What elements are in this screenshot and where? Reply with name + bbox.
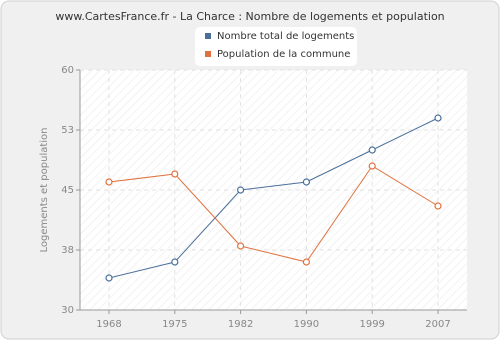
point xyxy=(105,274,113,282)
legend-label: Population de la commune xyxy=(217,49,350,60)
point xyxy=(237,186,245,194)
series-line xyxy=(108,117,439,279)
y-tick-label: 45 xyxy=(61,185,74,196)
point xyxy=(302,178,310,186)
y-axis-label: Logements et population xyxy=(39,127,50,252)
point xyxy=(105,178,113,186)
legend-swatch xyxy=(205,51,211,57)
x-tick-label: 1975 xyxy=(162,319,187,330)
point xyxy=(237,242,245,250)
point xyxy=(434,202,442,210)
x-tick-label: 1968 xyxy=(96,319,121,330)
legend-label: Nombre total de logements xyxy=(217,31,354,42)
x-tick-label: 1990 xyxy=(294,319,319,330)
chart-title: www.CartesFrance.fr - La Charce : Nombre… xyxy=(55,10,444,23)
x-tick-label: 1982 xyxy=(228,319,253,330)
point xyxy=(171,170,179,178)
legend-swatch xyxy=(205,33,211,39)
legend-box xyxy=(195,27,357,66)
y-tick-label: 53 xyxy=(61,125,74,136)
point xyxy=(368,146,376,154)
point xyxy=(171,258,179,266)
series-line xyxy=(108,165,439,263)
y-tick-label: 38 xyxy=(61,245,74,256)
point xyxy=(302,258,310,266)
y-tick-label: 30 xyxy=(61,305,74,316)
x-tick-label: 2007 xyxy=(425,319,450,330)
x-tick-label: 1999 xyxy=(359,319,384,330)
point xyxy=(434,114,442,122)
point xyxy=(368,162,376,170)
y-tick-label: 60 xyxy=(61,65,74,76)
